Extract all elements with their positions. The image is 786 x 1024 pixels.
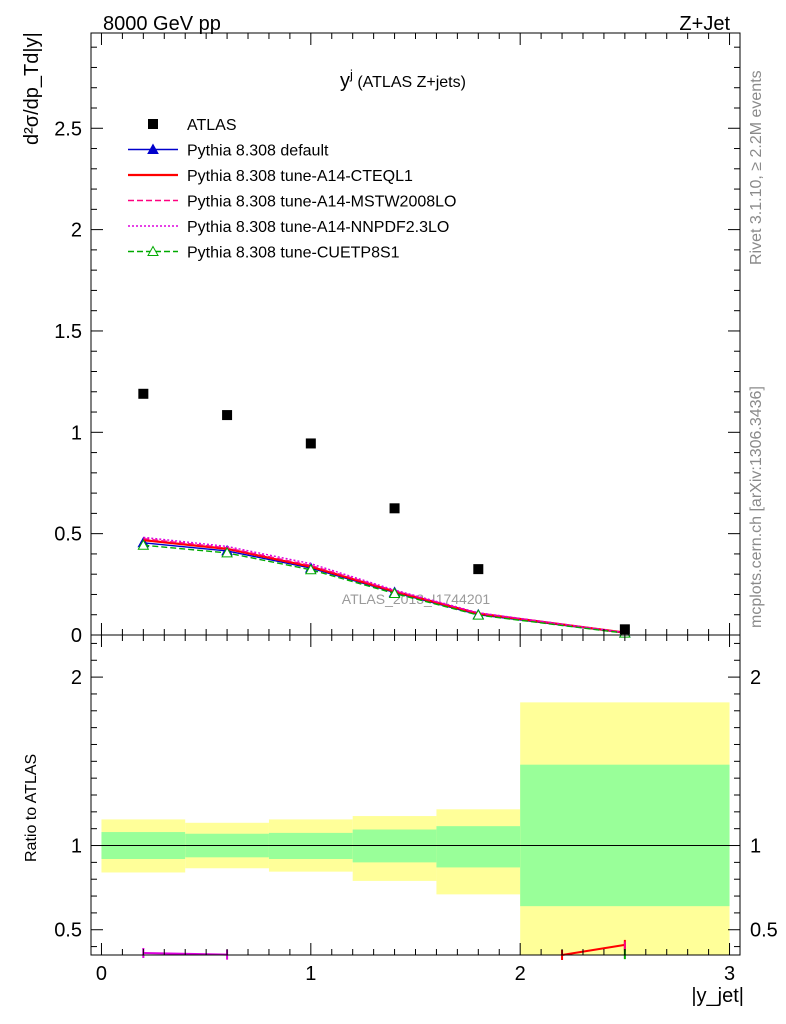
- series-marker: [221, 546, 233, 558]
- ratio-y-tick-label: 0.5: [54, 920, 82, 942]
- legend-label: ATLAS: [187, 117, 237, 134]
- y-tick-label: 1.5: [54, 321, 82, 343]
- y-tick-label: 2: [71, 220, 82, 242]
- ratio-band-inner: [520, 764, 730, 907]
- rivet-label: Rivet 3.1.10, ≥ 2.2M events: [748, 70, 765, 265]
- data-point: [389, 503, 400, 514]
- x-tick-label: 2: [515, 963, 526, 985]
- ratio-y-tick-label-right: 2: [750, 667, 761, 689]
- legend: ATLAS Pythia 8.308 default Pythia 8.308 tu…: [128, 117, 456, 262]
- plot-title: yj (ATLAS Z+jets): [340, 67, 466, 92]
- legend-marker: [148, 119, 158, 129]
- mcplots-label: mcplots.cern.ch [arXiv:1306.3436]: [748, 386, 765, 628]
- header-right: Z+Jet: [679, 13, 730, 35]
- series-line: [143, 538, 625, 634]
- data-point: [222, 410, 233, 421]
- legend-label: Pythia 8.308 tune-A14-CTEQL1: [187, 168, 413, 185]
- legend-label: Pythia 8.308 tune-CUETP8S1: [187, 245, 400, 262]
- y-tick-label: 2.5: [54, 118, 82, 140]
- y-axis-label: d²σ/dp_Td|y|: [21, 32, 43, 145]
- header-left: 8000 GeV pp: [103, 13, 221, 35]
- y-tick-label: 0: [71, 625, 82, 647]
- data-point: [473, 564, 484, 575]
- ratio-band-inner: [436, 826, 521, 868]
- main-series: [137, 388, 631, 638]
- series-marker: [472, 609, 485, 620]
- analysis-label: ATLAS_2013_I1744201: [342, 591, 491, 607]
- series-line: [143, 539, 625, 634]
- legend-marker: [147, 245, 159, 256]
- ratio-y-tick-label: 1: [71, 836, 82, 858]
- series-marker: [388, 587, 401, 598]
- x-tick-label: 3: [724, 963, 735, 985]
- data-point: [138, 388, 149, 399]
- series-line: [143, 536, 625, 634]
- ratio-y-axis-label: Ratio to ATLAS: [23, 754, 40, 862]
- ratio-y-tick-label-right: 1: [750, 836, 761, 858]
- ratio-line: [561, 943, 626, 956]
- legend-label: Pythia 8.308 tune-A14-MSTW2008LO: [187, 194, 456, 211]
- series-marker: [304, 563, 317, 575]
- x-tick-label: 0: [96, 963, 107, 985]
- ratio-y-tick-label: 2: [71, 667, 82, 689]
- ratio-bands: [101, 702, 730, 955]
- legend-label: Pythia 8.308 tune-A14-NNPDF2.3LO: [187, 219, 449, 236]
- legend-label: Pythia 8.308 default: [187, 143, 329, 160]
- x-tick-label: 1: [305, 963, 316, 985]
- y-tick-label: 1: [71, 422, 82, 444]
- plot-title-superscript: j: [349, 67, 353, 82]
- legend-marker: [147, 143, 159, 154]
- series-marker: [137, 539, 150, 550]
- plot-title-rest: (ATLAS Z+jets): [353, 74, 466, 91]
- y-tick-label: 0.5: [54, 524, 82, 546]
- x-axis-label: |y_jet|: [691, 985, 744, 1007]
- data-point: [305, 438, 316, 449]
- axes: 0 1 2 3 0 0.5 1 1.5 2 2.5 0.5 0.5 1 1 2 2: [54, 32, 778, 985]
- plot-title-main: y: [340, 70, 350, 92]
- ratio-y-tick-label-right: 0.5: [750, 920, 778, 942]
